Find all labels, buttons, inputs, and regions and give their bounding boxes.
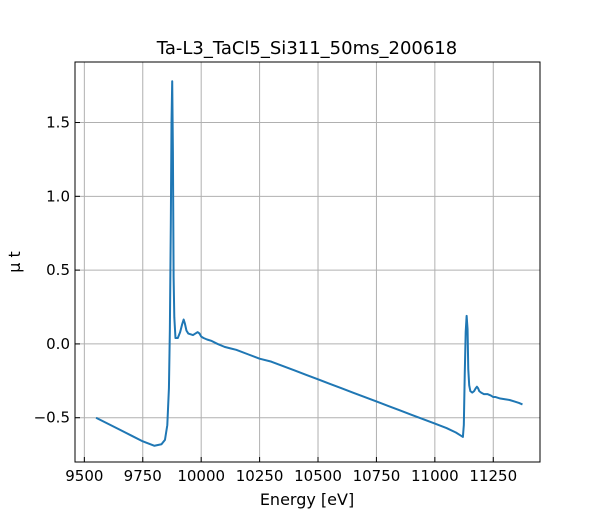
series-layer	[95, 80, 523, 447]
axis-ticks: 9500 9750 10000 10250 10500 10750 11000 11250 −0…	[34, 114, 518, 485]
x-axis-label: Energy [eV]	[260, 490, 354, 509]
x-tick-label: 10500	[294, 467, 342, 485]
y-tick-label: 1.0	[46, 187, 70, 205]
y-axis-label: μ t	[5, 251, 24, 273]
chart-title: Ta-L3_TaCl5_Si311_50ms_200618	[156, 38, 457, 59]
x-tick-label: 11000	[411, 467, 459, 485]
x-tick-label: 9750	[124, 467, 162, 485]
x-tick-label: 9500	[65, 467, 103, 485]
x-tick-label: 10750	[353, 467, 401, 485]
x-tick-label: 10000	[177, 467, 225, 485]
y-tick-label: −0.5	[34, 409, 70, 427]
series-line	[95, 80, 523, 447]
y-tick-label: 0.0	[46, 335, 70, 353]
y-tick-label: 0.5	[46, 261, 70, 279]
grid	[75, 62, 540, 462]
x-tick-label: 11250	[469, 467, 517, 485]
y-tick-label: 1.5	[46, 114, 70, 132]
x-tick-label: 10250	[236, 467, 284, 485]
plot-frame	[74, 61, 541, 463]
